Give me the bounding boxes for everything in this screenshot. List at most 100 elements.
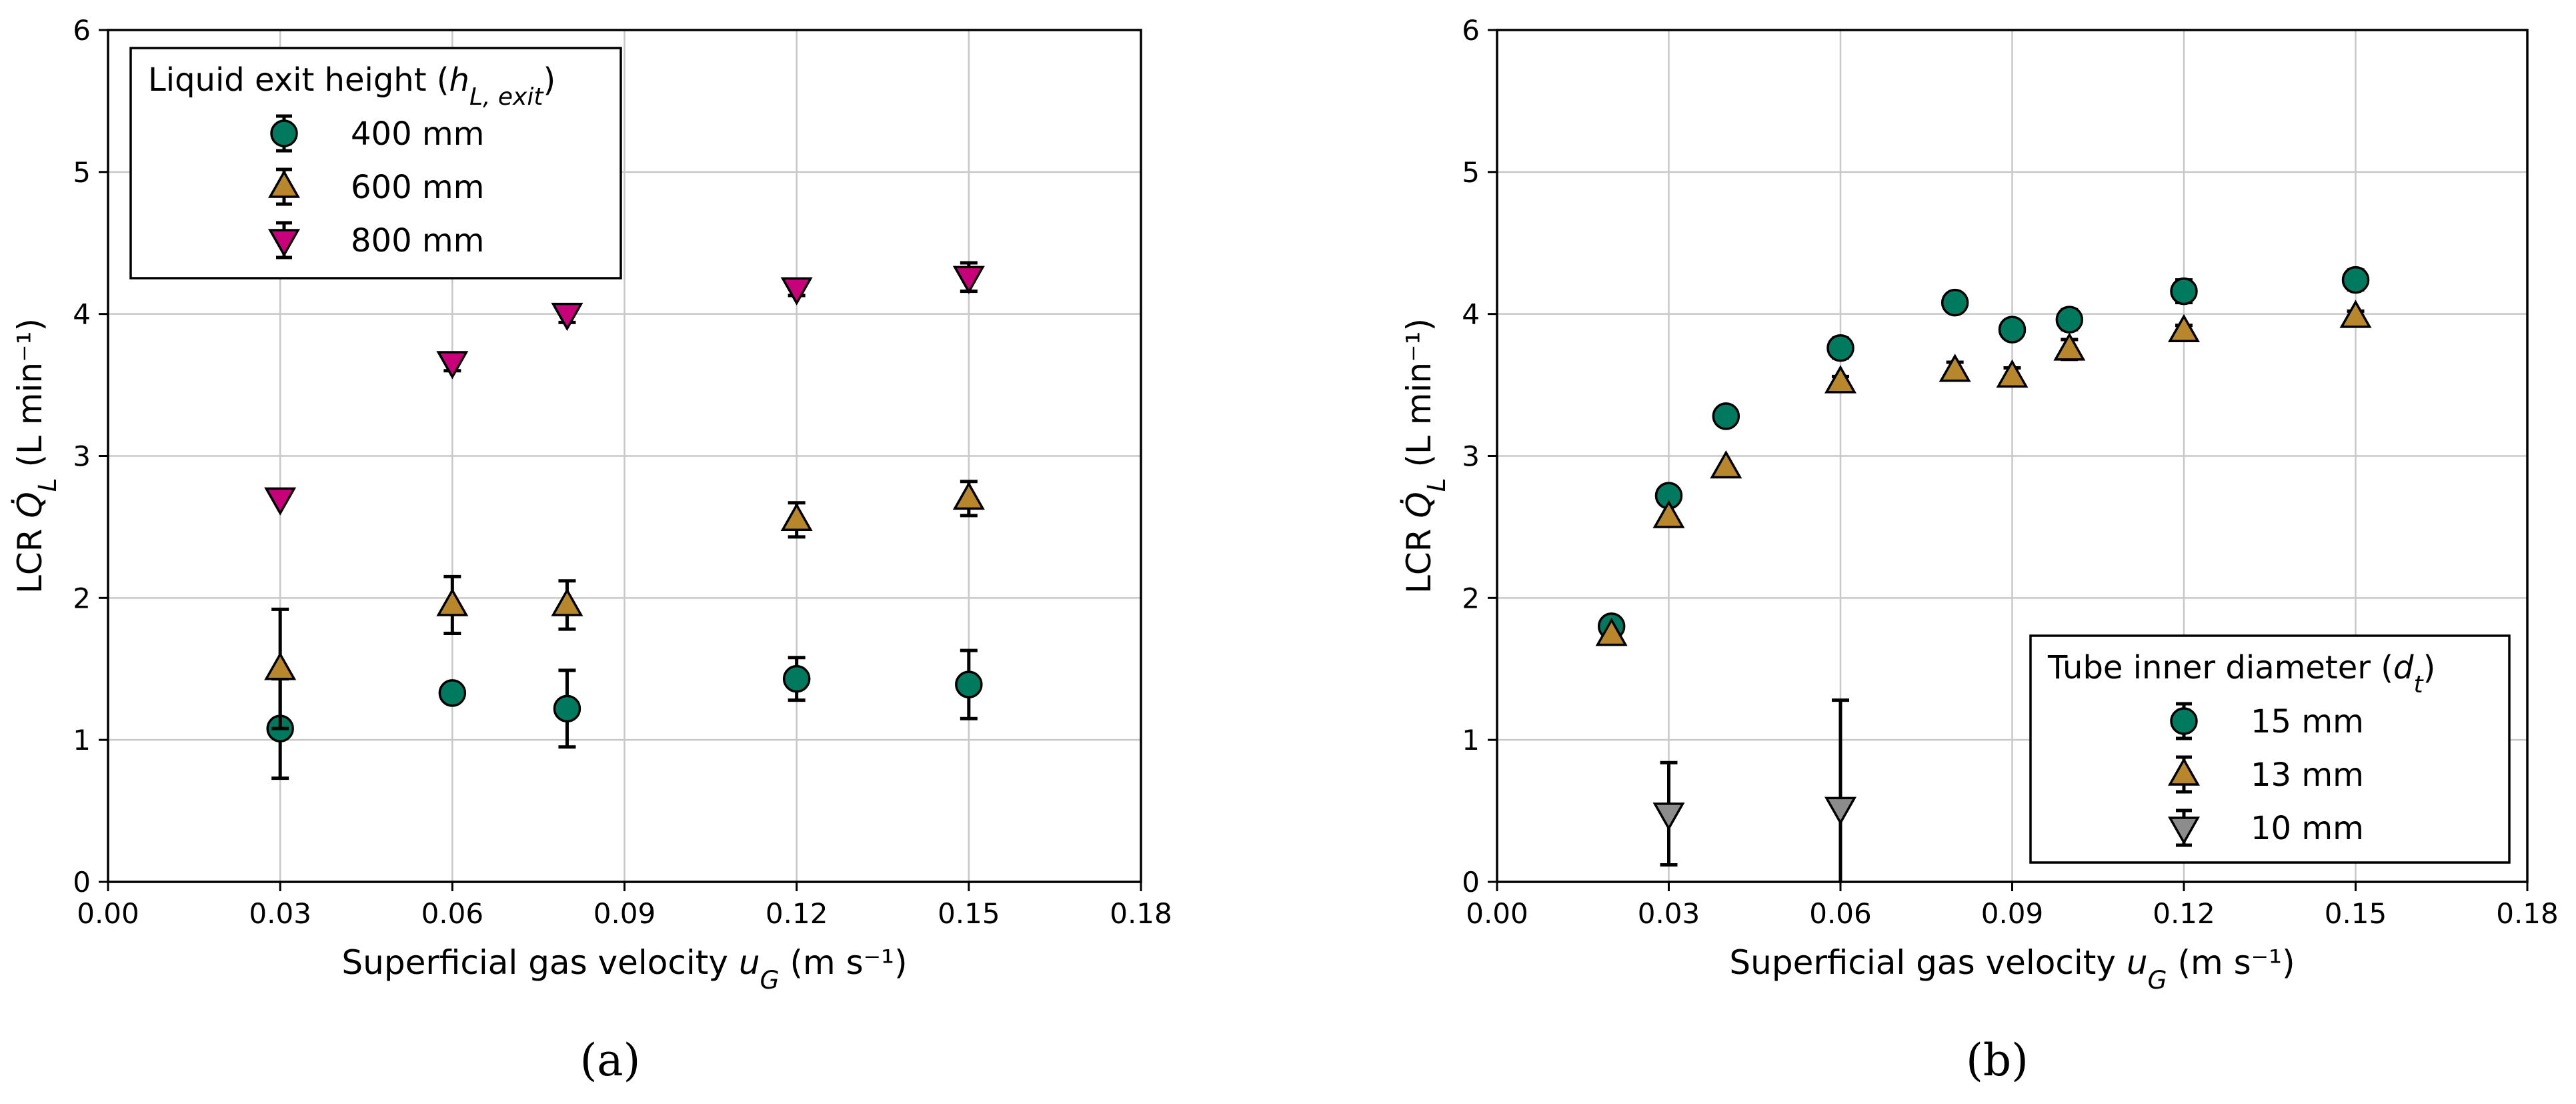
x-tick-label: 0.00: [1466, 897, 1528, 930]
series-13-mm: [1595, 300, 2372, 646]
series-15-mm: [1597, 265, 2370, 640]
y-tick-label: 6: [1462, 14, 1480, 47]
legend-entry: 10 mm: [2167, 808, 2364, 847]
x-tick-label: 0.09: [1981, 897, 2044, 930]
x-axis-label: Superficial gas velocity uG (m s⁻¹): [1729, 943, 2295, 995]
data-point: [1712, 402, 1740, 430]
legend-marker: [267, 229, 301, 257]
data-point: [1652, 802, 1685, 831]
panel-label: (a): [580, 1035, 641, 1086]
data-point: [1595, 618, 1628, 646]
x-tick-label: 0.00: [77, 897, 139, 930]
data-point: [2341, 265, 2370, 294]
y-tick-label: 3: [73, 440, 91, 473]
legend: Tube inner diameter (dt) 15 mm 13 mm 10 mm: [2029, 634, 2511, 864]
legend-marker: [2170, 707, 2198, 735]
legend-marker: [267, 169, 301, 198]
data-point: [2339, 300, 2372, 328]
legend-label: 13 mm: [2251, 756, 2364, 794]
y-tick-label: 4: [73, 298, 91, 331]
data-point: [1941, 288, 1969, 317]
data-point: [2055, 306, 2084, 334]
y-tick-label: 0: [1462, 866, 1480, 899]
x-tick-label: 0.18: [2496, 897, 2559, 930]
y-tick-label: 1: [1462, 724, 1480, 756]
x-tick-label: 0.15: [2325, 897, 2387, 930]
y-axis-ticks: 0 1 2 3 4 5 6: [73, 14, 108, 899]
data-point: [551, 588, 583, 616]
legend-marker: [270, 119, 298, 147]
data-point: [438, 679, 467, 707]
plot-frame: [107, 29, 1142, 883]
data-point: [1824, 796, 1857, 825]
y-axis-ticks: 0 1 2 3 4 5 6: [1462, 14, 1497, 899]
legend: Liquid exit height (hL, exit) 400 mm 600 m…: [129, 47, 622, 280]
data-point: [436, 351, 469, 380]
data-point: [1939, 354, 1971, 382]
y-tick-label: 5: [73, 156, 91, 189]
data-point: [1652, 500, 1685, 528]
legend-title: Liquid exit height (hL, exit): [148, 61, 555, 111]
series-600-mm: [264, 480, 985, 730]
y-tick-label: 2: [73, 582, 91, 614]
plot-frame: [1496, 29, 2529, 883]
y-tick-label: 2: [1462, 582, 1480, 614]
data-point: [551, 302, 583, 332]
legend-entry: 400 mm: [270, 114, 484, 153]
data-point: [955, 670, 983, 698]
x-tick-label: 0.12: [766, 897, 828, 930]
legend-entry: 600 mm: [267, 167, 484, 206]
legend-entry: 800 mm: [267, 221, 484, 259]
data-point: [780, 277, 813, 306]
data-point: [780, 502, 813, 532]
data-point: [1996, 359, 2029, 388]
y-tick-label: 6: [73, 14, 91, 47]
panel-label: (b): [1966, 1035, 2029, 1086]
series-400-mm: [266, 648, 983, 780]
chart-panel-b: 0.00 0.03 0.06 0.09 0.12 0.15 0.18 0 1 2 3 4 5 6 Super…: [1400, 14, 2559, 1086]
data-point: [1998, 316, 2027, 344]
legend-label: 15 mm: [2251, 703, 2364, 740]
x-tick-label: 0.03: [1638, 897, 1700, 930]
data-point: [1824, 365, 1857, 394]
y-tick-label: 3: [1462, 440, 1480, 473]
data-point: [952, 265, 985, 294]
legend-marker: [2167, 816, 2201, 845]
data-point: [2170, 277, 2198, 306]
chart-panel-a: 0.00 0.03 0.06 0.09 0.12 0.15 0.18 0 1 2 3 4 5 6 Super…: [11, 14, 1172, 1086]
data-point: [782, 664, 811, 693]
x-tick-label: 0.09: [593, 897, 656, 930]
x-tick-label: 0.06: [1809, 897, 1872, 930]
data-point: [2053, 332, 2086, 361]
data-point: [1826, 334, 1854, 362]
legend-box: [129, 47, 622, 280]
legend-label: 400 mm: [351, 115, 484, 153]
x-axis-label: Superficial gas velocity uG (m s⁻¹): [341, 943, 907, 995]
data-point: [553, 694, 581, 723]
x-tick-label: 0.12: [2153, 897, 2215, 930]
data-point: [436, 588, 469, 616]
y-axis-label: LCR Q̇L (L min⁻¹): [1400, 318, 1451, 594]
legend-marker: [2167, 757, 2201, 786]
series-10-mm: [1652, 698, 1857, 882]
legend-label: 800 mm: [351, 222, 484, 259]
data-point: [264, 652, 297, 680]
y-tick-label: 0: [73, 866, 91, 899]
legend-label: 10 mm: [2251, 810, 2364, 847]
y-tick-label: 4: [1462, 298, 1480, 331]
data-point: [952, 481, 985, 510]
legend-title: Tube inner diameter (dt): [2047, 649, 2435, 698]
y-axis-label: LCR Q̇L (L min⁻¹): [11, 318, 62, 594]
x-tick-label: 0.03: [249, 897, 311, 930]
x-tick-label: 0.06: [421, 897, 484, 930]
x-axis-ticks: 0.00 0.03 0.06 0.09 0.12 0.15 0.18: [77, 882, 1172, 930]
x-tick-label: 0.18: [1110, 897, 1172, 930]
data-point: [264, 487, 297, 516]
x-axis-ticks: 0.00 0.03 0.06 0.09 0.12 0.15 0.18: [1466, 882, 2559, 930]
data-point: [1710, 450, 1742, 479]
legend-entry: 15 mm: [2170, 702, 2364, 740]
legend-label: 600 mm: [351, 169, 484, 206]
series-800-mm: [264, 261, 985, 516]
legend-entry: 13 mm: [2167, 755, 2364, 794]
